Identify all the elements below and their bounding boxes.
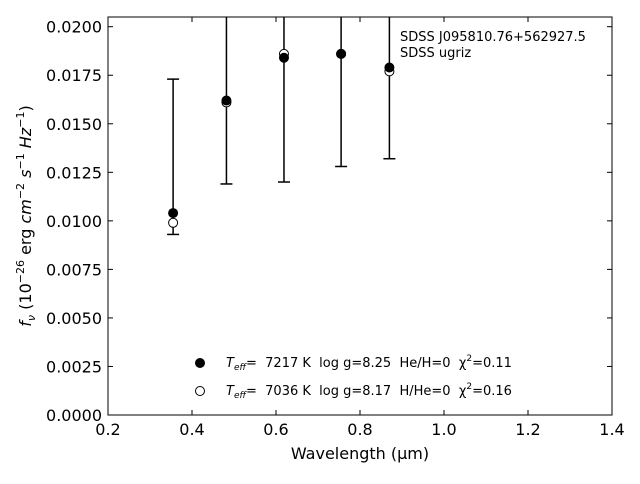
annotation-filter-set: SDSS ugriz (400, 46, 471, 61)
legend-marker-open (195, 386, 205, 396)
y-axis-label: fν (10−26 erg cm−2 s−1 Hz−1) (14, 105, 38, 326)
y-tick-label-7: 0.0175 (46, 66, 102, 85)
y-tick-label-5: 0.0125 (46, 163, 102, 182)
y-tick-label-8: 0.0200 (46, 18, 102, 37)
point-filled-1 (221, 95, 232, 106)
y-tick-label-3: 0.0075 (46, 260, 102, 279)
ticks-group: 0.2 0.4 0.6 0.8 1.0 1.2 1.4 0.0000 0.0025 0.0050 0… (46, 17, 625, 439)
point-filled-0 (168, 208, 179, 219)
annotation-object-name: SDSS J095810.76+562927.5 (400, 30, 586, 45)
errorbars-group (167, 17, 396, 236)
y-tick-label-0: 0.0000 (46, 406, 102, 425)
legend-entry-1: Teff= 7217 K log g=8.25 He/H=0 χ2=0.11 (226, 354, 512, 373)
legend-entry-2: Teff= 7036 K log g=8.17 H/He=0 χ2=0.16 (226, 382, 512, 401)
x-tick-label-3: 0.8 (347, 420, 372, 439)
point-filled-2 (278, 52, 289, 63)
x-axis-label: Wavelength (μm) (291, 444, 429, 463)
legend-marker-filled (195, 358, 205, 368)
y-tick-label-1: 0.0025 (46, 357, 102, 376)
point-open-0 (168, 217, 179, 228)
y-tick-label-2: 0.0050 (46, 309, 102, 328)
y-tick-label-4: 0.0100 (46, 212, 102, 231)
point-filled-3 (336, 48, 347, 59)
x-tick-label-2: 0.6 (263, 420, 288, 439)
markers-group (168, 48, 395, 228)
legend: Teff= 7217 K log g=8.25 He/H=0 χ2=0.11 T… (195, 354, 512, 401)
x-tick-label-4: 1.0 (431, 420, 456, 439)
y-tick-label-6: 0.0150 (46, 115, 102, 134)
x-tick-label-5: 1.2 (515, 420, 540, 439)
x-tick-label-1: 0.4 (179, 420, 204, 439)
x-tick-label-0: 0.2 (95, 420, 120, 439)
x-tick-label-6: 1.4 (599, 420, 624, 439)
point-filled-4 (384, 62, 395, 73)
